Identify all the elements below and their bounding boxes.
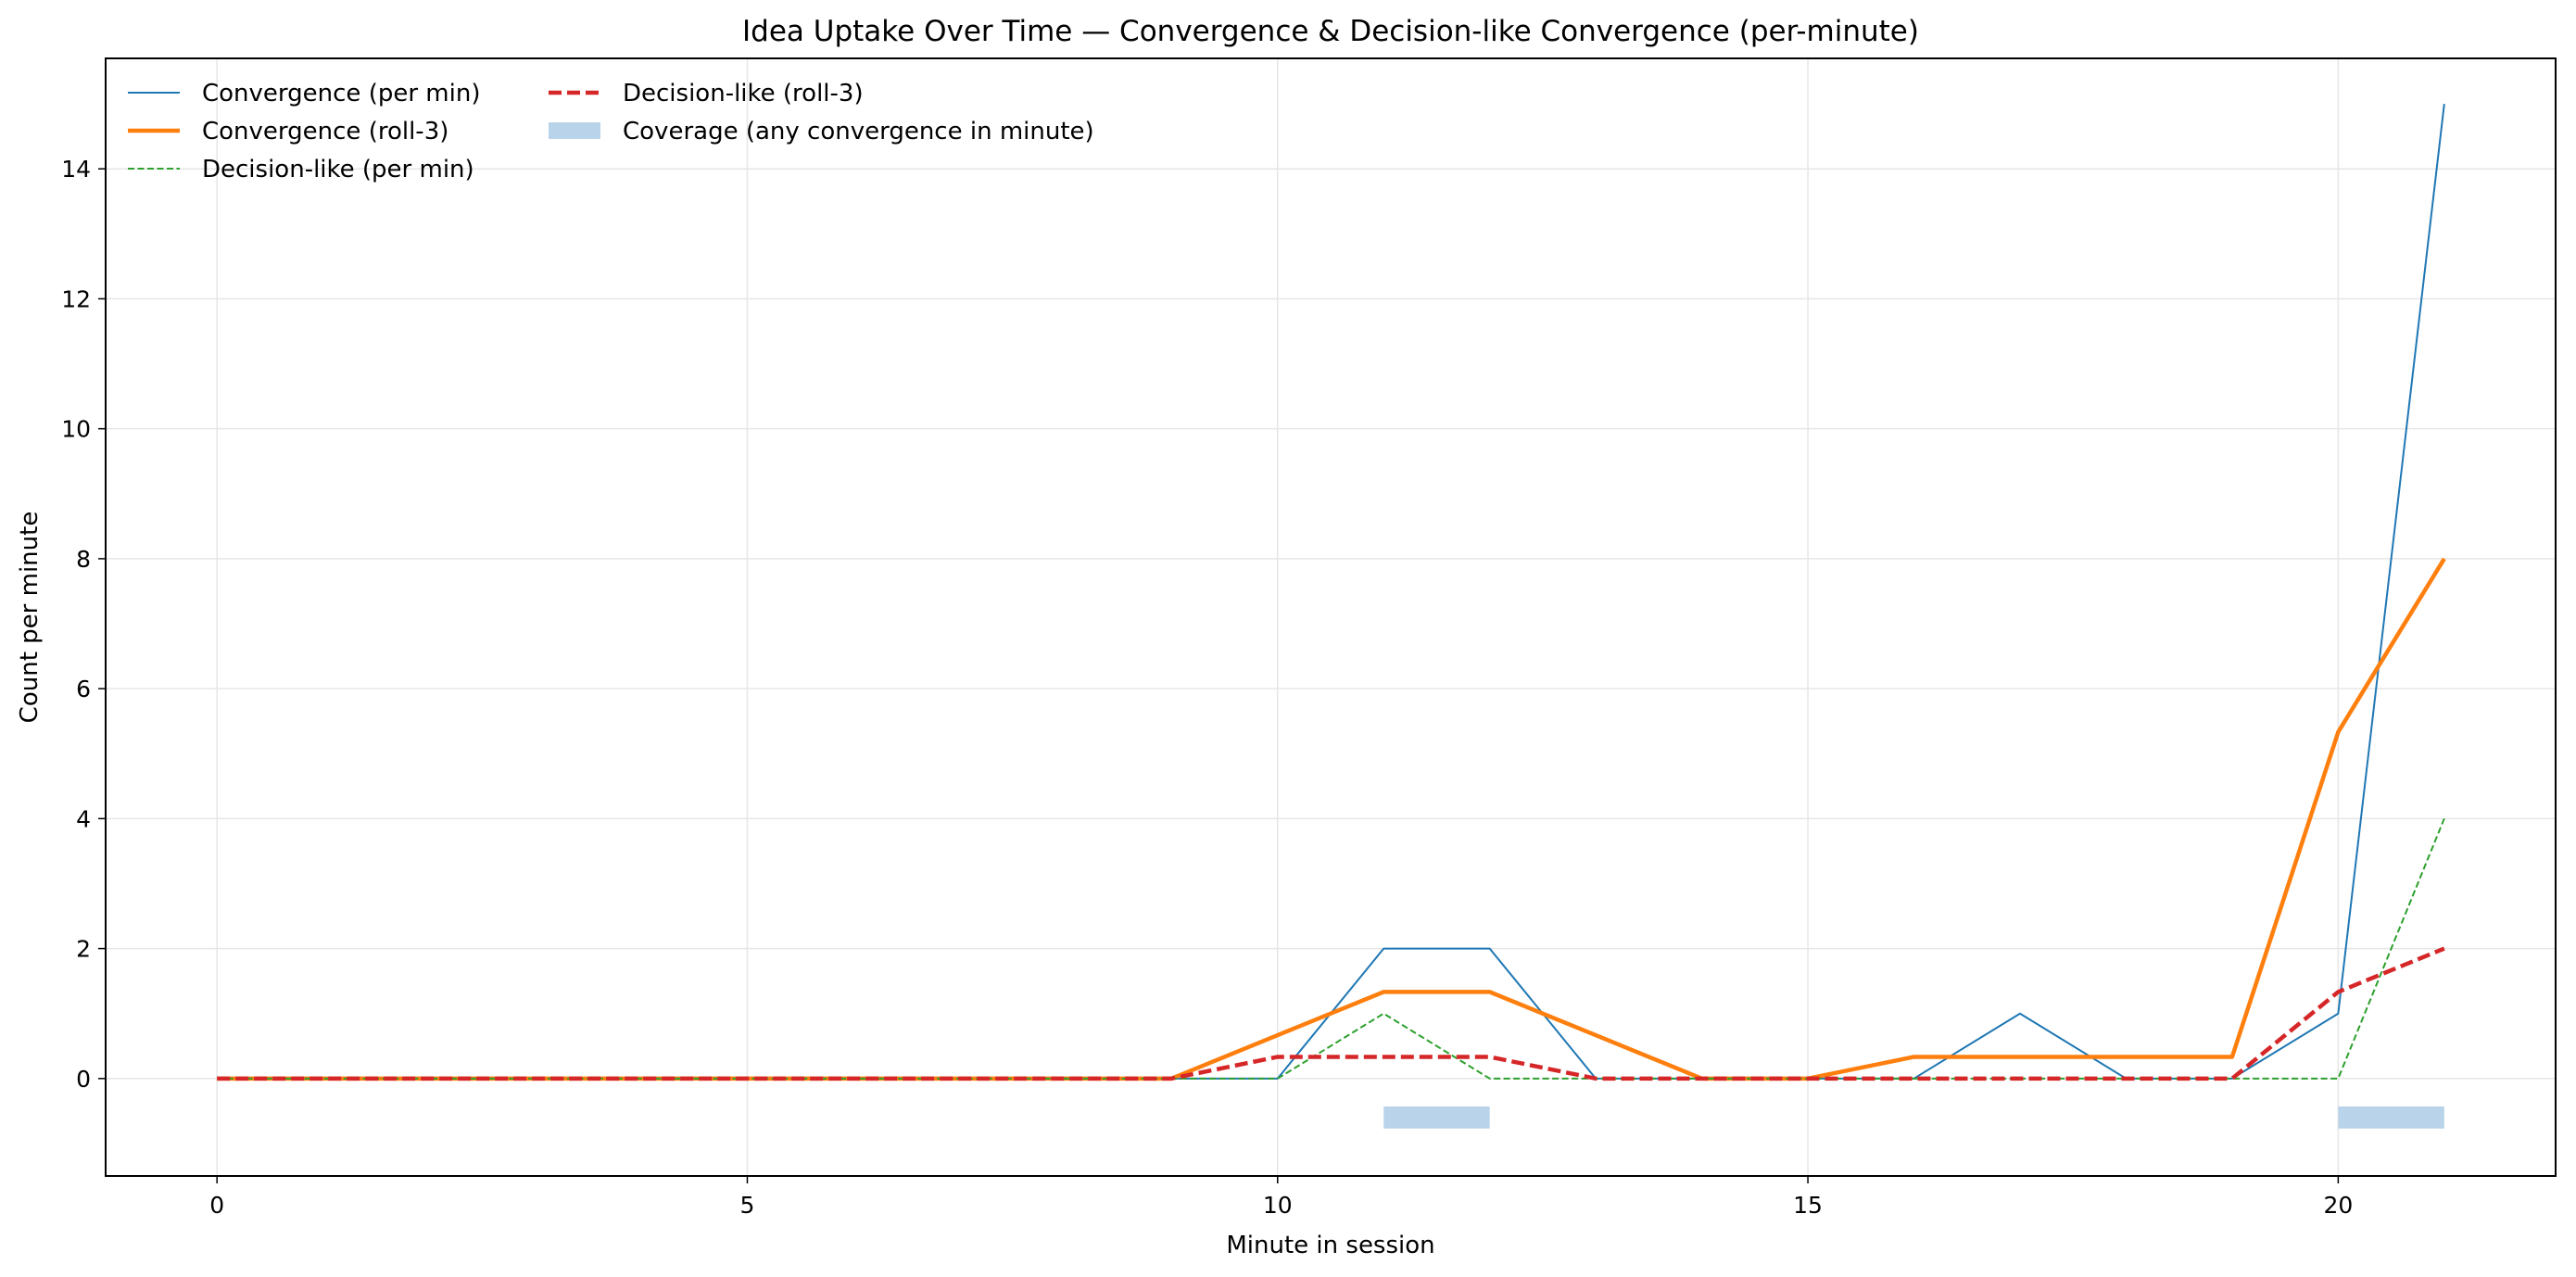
x-tick-label: 20 xyxy=(2323,1192,2353,1219)
coverage-bar xyxy=(2338,1106,2444,1129)
plot-frame xyxy=(105,57,2557,1177)
x-axis-ticks: 0 5 10 15 20 xyxy=(209,1176,2353,1219)
legend-swatch xyxy=(549,122,600,139)
x-tick-label: 10 xyxy=(1263,1192,1293,1219)
y-axis-label: Count per minute xyxy=(16,512,44,724)
y-axis-ticks: 0 2 4 6 8 10 12 14 xyxy=(61,156,106,1093)
grid xyxy=(106,58,2556,1176)
y-tick-label: 12 xyxy=(61,285,91,312)
series-line xyxy=(217,103,2445,1080)
y-tick-label: 14 xyxy=(61,156,91,183)
y-tick-label: 0 xyxy=(76,1066,91,1093)
coverage-spans xyxy=(1383,1106,2444,1129)
y-tick-label: 4 xyxy=(76,805,91,832)
series-lines xyxy=(217,103,2446,1081)
legend-label: Convergence (roll-3) xyxy=(202,118,448,145)
x-axis-label: Minute in session xyxy=(1226,1232,1434,1259)
y-tick-label: 8 xyxy=(76,546,91,573)
coverage-bar xyxy=(1383,1106,1490,1129)
chart-title: Idea Uptake Over Time — Convergence & De… xyxy=(742,15,1919,48)
y-tick-label: 6 xyxy=(76,676,91,702)
x-tick-label: 15 xyxy=(1793,1192,1823,1219)
series-line xyxy=(217,946,2445,1081)
y-tick-label: 2 xyxy=(76,936,91,963)
legend: Convergence (per min) Convergence (roll-3… xyxy=(128,80,1094,183)
legend-label: Decision-like (per min) xyxy=(202,156,474,183)
y-tick-label: 10 xyxy=(61,416,91,443)
legend-label: Decision-like (roll-3) xyxy=(623,80,864,107)
legend-label: Convergence (per min) xyxy=(202,80,480,107)
legend-label: Coverage (any convergence in minute) xyxy=(623,118,1094,145)
x-tick-label: 5 xyxy=(740,1192,755,1219)
x-tick-label: 0 xyxy=(209,1192,224,1219)
